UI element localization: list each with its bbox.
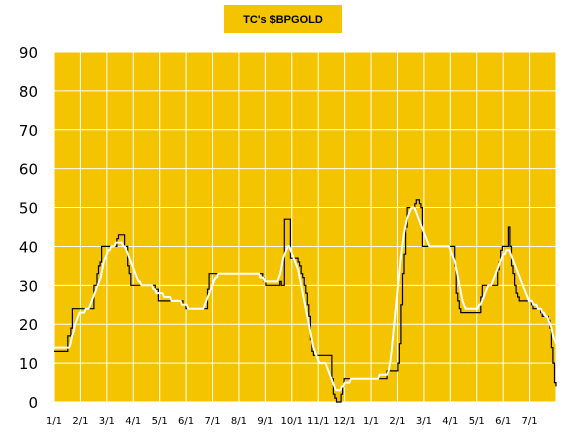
x-tick-label: 1/1 xyxy=(46,416,62,427)
x-tick-label: 12/1 xyxy=(333,416,355,427)
x-tick-label: 9/1 xyxy=(257,416,273,427)
x-tick-label: 4/1 xyxy=(125,416,141,427)
x-tick-label: 11/1 xyxy=(307,416,329,427)
x-axis: 1/1 2/1 3/1 4/1 5/1 6/1 7/1 8/1 9/1 10/1 11/1 12/1 1… xyxy=(46,416,538,427)
y-tick-label: 20 xyxy=(19,316,38,334)
y-tick-label: 40 xyxy=(19,238,38,256)
average-series-line xyxy=(54,206,557,392)
chart-title: TC's $BPGOLD xyxy=(243,14,323,26)
y-tick-label: 80 xyxy=(19,83,38,101)
x-tick-label: 2/1 xyxy=(389,416,405,427)
x-tick-label: 6/1 xyxy=(495,416,511,427)
y-tick-label: 0 xyxy=(28,394,38,412)
grid xyxy=(53,51,557,403)
y-tick-label: 30 xyxy=(19,277,38,295)
series xyxy=(54,199,557,403)
y-tick-label: 10 xyxy=(19,355,38,373)
x-tick-label: 5/1 xyxy=(469,416,485,427)
y-tick-label: 60 xyxy=(19,161,38,179)
x-tick-label: 6/1 xyxy=(178,416,194,427)
plot-area xyxy=(54,52,556,402)
x-tick-label: 7/1 xyxy=(204,416,220,427)
y-tick-label: 70 xyxy=(19,122,38,140)
x-tick-label: 4/1 xyxy=(442,416,458,427)
x-tick-label: 7/1 xyxy=(522,416,538,427)
title-background xyxy=(224,5,342,33)
x-tick-label: 2/1 xyxy=(72,416,88,427)
x-tick-label: 1/1 xyxy=(363,416,379,427)
x-tick-label: 3/1 xyxy=(416,416,432,427)
x-tick-label: 10/1 xyxy=(281,416,303,427)
x-tick-label: 3/1 xyxy=(99,416,115,427)
y-axis: 0 10 20 30 40 50 60 70 80 90 xyxy=(19,44,38,412)
x-tick-label: 5/1 xyxy=(152,416,168,427)
y-tick-label: 50 xyxy=(19,200,38,218)
y-tick-label: 90 xyxy=(19,44,38,62)
price-series-line xyxy=(54,199,557,403)
x-tick-label: 8/1 xyxy=(231,416,247,427)
chart-title-box: TC's $BPGOLD xyxy=(224,5,342,33)
